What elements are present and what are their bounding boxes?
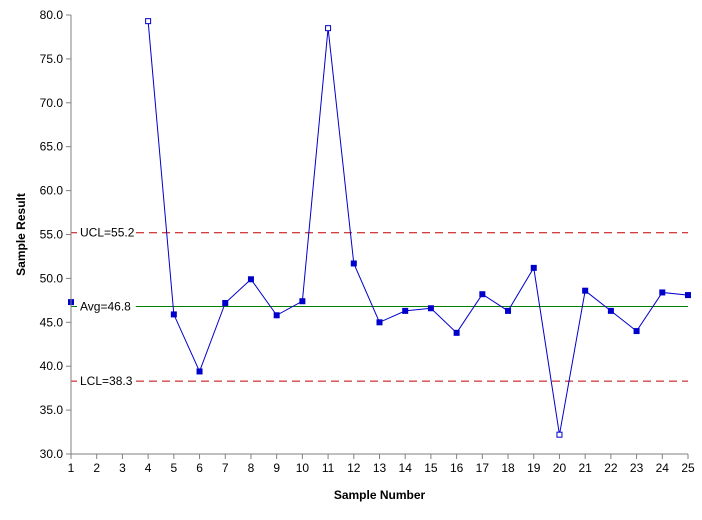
x-tick-label: 24 xyxy=(656,461,670,475)
x-tick-label: 23 xyxy=(630,461,644,475)
control-line-label: LCL=38.3 xyxy=(80,374,133,388)
data-point xyxy=(530,264,537,271)
data-point xyxy=(479,291,486,298)
data-point xyxy=(222,299,229,306)
x-tick-label: 2 xyxy=(93,461,100,475)
data-point xyxy=(170,311,177,318)
x-tick-label: 1 xyxy=(68,461,75,475)
data-point xyxy=(582,287,589,294)
control-line-label: UCL=55.2 xyxy=(80,226,135,240)
control-lines: UCL=55.2 Avg=46.8 LCL=38.3 xyxy=(71,224,688,389)
control-line-label-bg xyxy=(77,298,136,314)
series-layer xyxy=(68,18,691,438)
y-tick-label: 55.0 xyxy=(40,228,64,242)
x-tick-label: 20 xyxy=(553,461,567,475)
x-tick-label: 11 xyxy=(322,461,335,475)
x-tick-label: 15 xyxy=(424,461,438,475)
control-line-label-bg xyxy=(77,224,136,240)
control-line-label: Avg=46.8 xyxy=(80,299,131,313)
data-point xyxy=(453,329,460,336)
x-tick-label: 16 xyxy=(450,461,464,475)
y-tick-label: 60.0 xyxy=(40,184,64,198)
series-line xyxy=(147,21,689,435)
x-tick-label: 3 xyxy=(119,461,126,475)
out-of-control-point xyxy=(145,18,152,25)
y-tick-label: 65.0 xyxy=(40,140,64,154)
y-tick-label: 35.0 xyxy=(40,403,64,417)
x-tick-label: 9 xyxy=(273,461,280,475)
x-tick-label: 12 xyxy=(347,461,361,475)
data-point xyxy=(247,276,254,283)
out-of-control-point xyxy=(325,25,332,32)
y-tick-label: 50.0 xyxy=(40,271,64,285)
data-point xyxy=(505,307,512,314)
out-of-control-point xyxy=(556,431,563,438)
x-tick-label: 7 xyxy=(222,461,229,475)
data-point xyxy=(659,289,666,296)
data-point xyxy=(350,260,357,267)
y-tick-label: 30.0 xyxy=(40,447,64,461)
data-point xyxy=(607,307,614,314)
x-tick-label: 22 xyxy=(604,461,618,475)
x-tick-label: 14 xyxy=(399,461,413,475)
x-tick-label: 13 xyxy=(373,461,387,475)
x-tick-label: 21 xyxy=(578,461,592,475)
x-tick-label: 25 xyxy=(681,461,695,475)
x-tick-label: 6 xyxy=(196,461,203,475)
y-tick-label: 70.0 xyxy=(40,96,64,110)
data-point xyxy=(376,319,383,326)
x-tick-label: 17 xyxy=(476,461,490,475)
y-tick-label: 45.0 xyxy=(40,315,64,329)
data-point xyxy=(299,298,306,305)
control-line-label-bg xyxy=(77,373,136,389)
data-point xyxy=(273,312,280,319)
x-tick-label: 4 xyxy=(145,461,152,475)
y-tick-label: 80.0 xyxy=(40,8,64,22)
data-point xyxy=(685,292,691,299)
x-tick-label: 18 xyxy=(501,461,515,475)
x-tick-label: 19 xyxy=(527,461,541,475)
x-tick-label: 5 xyxy=(170,461,177,475)
x-tick-label: 8 xyxy=(248,461,255,475)
y-tick-label: 40.0 xyxy=(40,359,64,373)
data-point xyxy=(633,328,640,335)
data-point xyxy=(196,368,203,375)
x-axis-title: Sample Number xyxy=(334,488,426,502)
x-tick-label: 10 xyxy=(296,461,310,475)
y-axis-title: Sample Result xyxy=(14,193,28,276)
data-point xyxy=(402,307,409,314)
axes: 30.0 35.0 40.0 45.0 50.0 55.0 60.0 65.0 70.0 75.0… xyxy=(40,8,695,475)
data-point xyxy=(427,305,434,312)
y-tick-label: 75.0 xyxy=(40,52,64,66)
